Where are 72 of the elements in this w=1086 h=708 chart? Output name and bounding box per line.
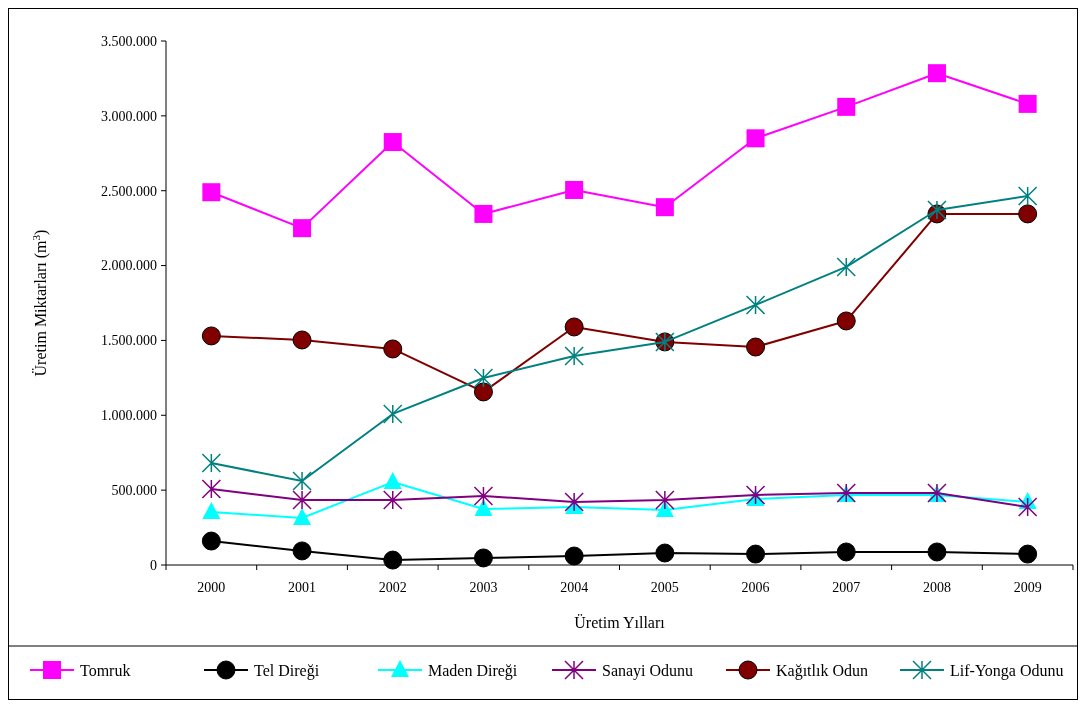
point (655, 198, 674, 217)
point (655, 543, 675, 563)
legend-label: Tomruk (80, 661, 131, 679)
x-tick-label: 2007 (832, 580, 861, 595)
point (565, 180, 584, 199)
point (473, 382, 493, 402)
point (292, 471, 312, 491)
point (473, 368, 494, 388)
point (836, 257, 856, 277)
point (746, 129, 765, 148)
y-tick-label: 0 (150, 557, 157, 573)
point (836, 542, 856, 562)
point (201, 479, 222, 499)
point (927, 542, 947, 562)
y-tick-label: 1.500.000 (101, 333, 157, 349)
point (474, 499, 493, 517)
legend-label: Kağıtlık Odun (776, 661, 868, 680)
point (564, 317, 584, 337)
point (655, 490, 675, 510)
point (473, 548, 493, 568)
x-tick-label: 2004 (560, 580, 589, 595)
point (1018, 204, 1038, 224)
point (927, 64, 946, 83)
point (383, 472, 402, 490)
point (293, 507, 312, 525)
point (564, 546, 584, 566)
x-tick-label: 2008 (922, 580, 951, 595)
point (201, 531, 221, 551)
point (836, 311, 856, 331)
point (383, 550, 403, 570)
x-tick-label: 2001 (288, 580, 317, 595)
point (745, 295, 766, 315)
y-tick-label: 2.500.000 (101, 183, 157, 199)
point (202, 183, 221, 202)
point (383, 490, 403, 510)
y-tick-label: 3.000.000 (101, 108, 157, 124)
point (474, 204, 493, 223)
point (202, 502, 221, 519)
point (564, 346, 584, 366)
point (201, 326, 221, 346)
point (1018, 94, 1037, 113)
point (201, 453, 222, 473)
x-tick-label: 2000 (197, 580, 226, 595)
legend-label: Sanayi Odunu (602, 661, 694, 680)
y-tick-label: 2.000.000 (101, 258, 157, 274)
y-tick-label: 500.000 (111, 483, 157, 499)
point (292, 490, 312, 510)
point (473, 486, 494, 506)
x-tick-label: 2009 (1013, 580, 1042, 595)
point (292, 541, 312, 561)
point (564, 492, 584, 512)
point (837, 97, 856, 116)
x-tick-label: 2006 (741, 580, 770, 595)
x-tick-label: 2002 (378, 580, 407, 595)
point (746, 337, 766, 357)
point (383, 133, 402, 152)
x-axis-title: Üretim Yılları (574, 614, 666, 631)
point (292, 330, 312, 350)
point (1018, 544, 1038, 564)
legend-label: Tel Direği (254, 661, 320, 680)
point (1017, 186, 1038, 206)
point (383, 339, 403, 359)
y-tick-label: 1.000.000 (101, 408, 157, 424)
y-tick-label: 3.500.000 (101, 33, 157, 49)
x-tick-label: 2005 (650, 580, 679, 595)
legend-label: Maden Direği (428, 661, 518, 680)
point (746, 544, 766, 564)
point (293, 219, 312, 238)
x-tick-label: 2003 (469, 580, 498, 595)
point (1017, 497, 1038, 517)
point (383, 404, 403, 424)
legend-label: Lif-Yonga Odunu (950, 661, 1064, 680)
